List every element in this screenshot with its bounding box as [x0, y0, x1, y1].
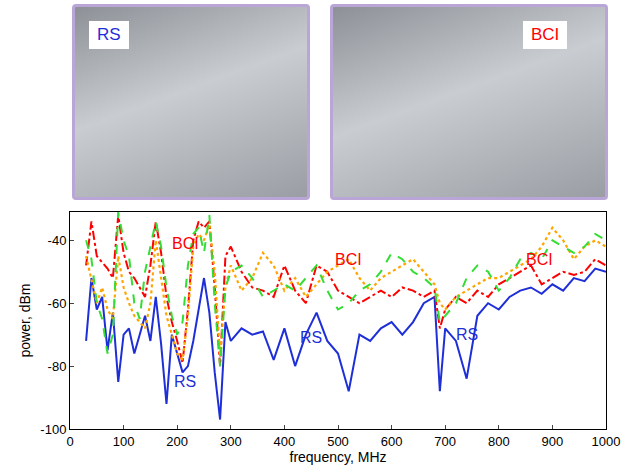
svg-text:BCI: BCI [335, 251, 362, 268]
svg-text:200: 200 [166, 434, 188, 449]
svg-text:700: 700 [434, 434, 456, 449]
svg-text:800: 800 [488, 434, 510, 449]
svg-text:300: 300 [220, 434, 242, 449]
svg-text:power, dBm: power, dBm [17, 284, 33, 358]
svg-text:500: 500 [327, 434, 349, 449]
svg-text:frequency, MHz: frequency, MHz [290, 449, 387, 465]
svg-text:BCI: BCI [526, 251, 553, 268]
svg-text:600: 600 [381, 434, 403, 449]
svg-text:RS: RS [456, 326, 478, 343]
svg-text:100: 100 [113, 434, 135, 449]
svg-text:-80: -80 [48, 359, 67, 374]
svg-text:0: 0 [66, 434, 73, 449]
svg-text:-40: -40 [48, 233, 67, 248]
svg-text:400: 400 [274, 434, 296, 449]
svg-text:RS: RS [174, 373, 196, 390]
html-text:RS: RS [97, 25, 121, 44]
html-text:BCI: BCI [531, 25, 560, 44]
svg-text:-60: -60 [48, 296, 67, 311]
svg-text:RS: RS [300, 329, 322, 346]
svg-text:-100: -100 [40, 422, 66, 437]
svg-text:BCI: BCI [172, 235, 199, 252]
svg-text:900: 900 [542, 434, 564, 449]
svg-text:1000: 1000 [592, 434, 621, 449]
